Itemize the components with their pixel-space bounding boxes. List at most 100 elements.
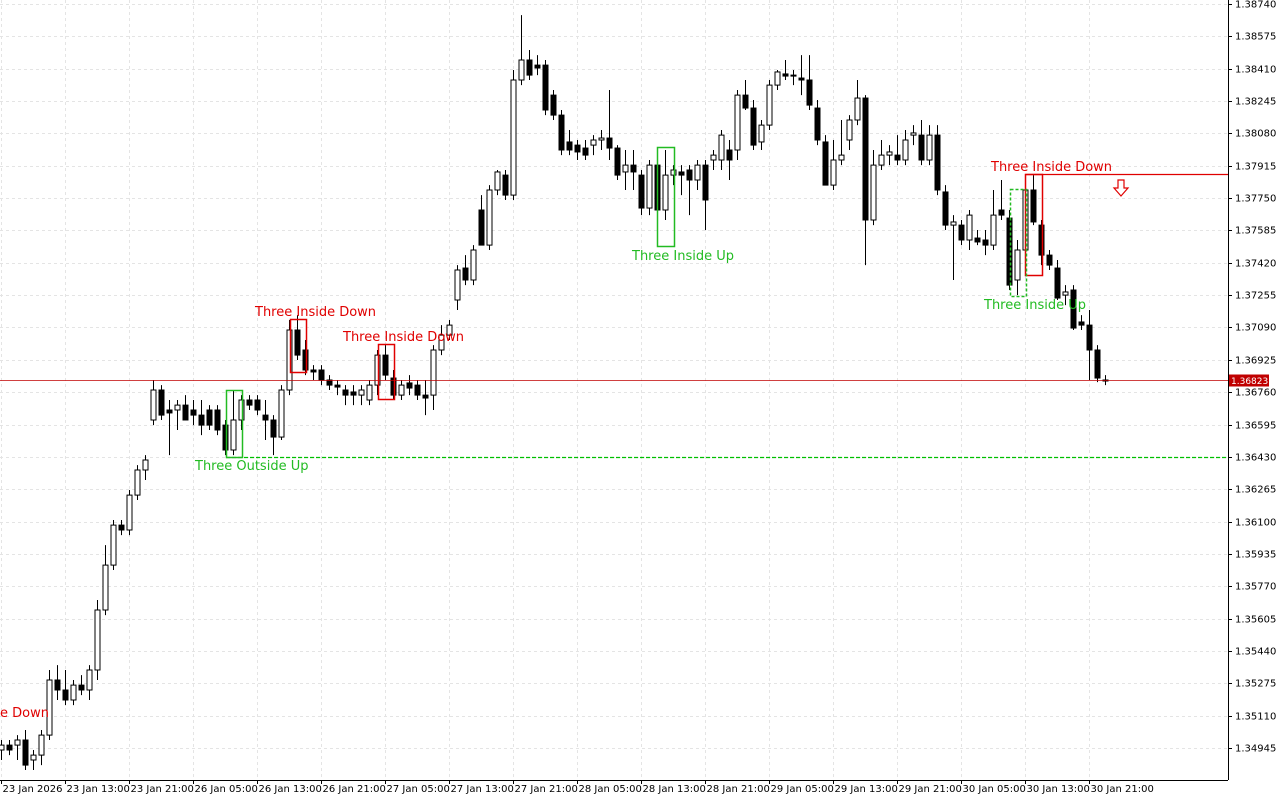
price-label: 1.36823 bbox=[1231, 377, 1268, 387]
candle-body bbox=[734, 94, 741, 151]
candle-body bbox=[462, 267, 469, 281]
y-tick-label: 1.38740 bbox=[1235, 0, 1276, 11]
candle-body bbox=[926, 134, 933, 161]
candle-body bbox=[846, 119, 853, 141]
pattern-label: Three Inside Up bbox=[631, 249, 734, 264]
candle-body bbox=[342, 389, 349, 396]
y-tick-label: 1.35110 bbox=[1235, 712, 1276, 723]
y-tick-label: 1.36925 bbox=[1235, 356, 1276, 367]
candle-body bbox=[974, 237, 981, 243]
candle-body bbox=[430, 349, 437, 396]
candle-body bbox=[870, 164, 877, 221]
x-tick-label: 29 Jan 13:00 bbox=[835, 784, 898, 795]
candle-body bbox=[998, 209, 1005, 216]
candle-body bbox=[230, 419, 237, 451]
x-tick-label: 23 Jan 2026 bbox=[3, 784, 63, 795]
candle-body bbox=[1038, 224, 1045, 256]
candle-body bbox=[78, 684, 85, 691]
candle-body bbox=[886, 151, 893, 156]
y-tick-label: 1.34945 bbox=[1235, 744, 1276, 755]
candle-body bbox=[206, 409, 213, 426]
candle-body bbox=[990, 214, 997, 246]
candle-body bbox=[598, 137, 605, 141]
candle-body bbox=[0, 744, 5, 751]
candle-body bbox=[918, 134, 925, 161]
candles bbox=[0, 15, 1109, 770]
y-tick-label: 1.38575 bbox=[1235, 32, 1276, 43]
x-tick-label: 27 Jan 13:00 bbox=[451, 784, 514, 795]
candle-body bbox=[678, 171, 685, 176]
x-tick-label: 27 Jan 21:00 bbox=[515, 784, 578, 795]
y-tick-label: 1.35440 bbox=[1235, 647, 1276, 658]
pattern-box bbox=[225, 389, 244, 459]
candle-body bbox=[862, 97, 869, 221]
y-tick-label: 1.38410 bbox=[1235, 65, 1276, 76]
y-tick-label: 1.36595 bbox=[1235, 421, 1276, 432]
candle-body bbox=[326, 379, 333, 386]
candle-body bbox=[694, 164, 701, 181]
candle-body bbox=[174, 404, 181, 411]
candle-body bbox=[710, 154, 717, 161]
candle-body bbox=[854, 97, 861, 121]
candle-body bbox=[622, 164, 629, 173]
candle-body bbox=[1078, 321, 1085, 326]
y-tick-label: 1.36760 bbox=[1235, 388, 1276, 399]
candle-body bbox=[438, 334, 445, 351]
pattern-box bbox=[289, 318, 308, 374]
candle-body bbox=[686, 169, 693, 181]
x-tick-label: 29 Jan 05:00 bbox=[771, 784, 834, 795]
candle-body bbox=[390, 377, 397, 396]
candle-body bbox=[614, 147, 621, 176]
candle-body bbox=[254, 399, 261, 411]
candle-body bbox=[126, 494, 133, 531]
candle-body bbox=[590, 139, 597, 146]
y-tick-label: 1.38080 bbox=[1235, 129, 1276, 140]
y-tick-label: 1.37585 bbox=[1235, 226, 1276, 237]
candle-body bbox=[670, 169, 677, 176]
pattern-box bbox=[1024, 173, 1044, 277]
y-tick-label: 1.35770 bbox=[1235, 582, 1276, 593]
candle-body bbox=[358, 389, 365, 396]
candle-body bbox=[294, 329, 301, 356]
candle-body bbox=[950, 221, 957, 226]
y-tick-label: 1.37255 bbox=[1235, 291, 1276, 302]
candle-body bbox=[982, 239, 989, 246]
candle-body bbox=[894, 154, 901, 161]
candle-body bbox=[102, 564, 109, 611]
candle-body bbox=[406, 382, 413, 389]
candle-body bbox=[638, 174, 645, 209]
y-tick-label: 1.37750 bbox=[1235, 194, 1276, 205]
x-tick-label: 26 Jan 21:00 bbox=[323, 784, 386, 795]
candle-body bbox=[814, 107, 821, 141]
candle-body bbox=[182, 404, 189, 421]
candle-body bbox=[190, 409, 197, 416]
candle-body bbox=[150, 389, 157, 421]
candle-body bbox=[262, 414, 269, 421]
candle-body bbox=[414, 384, 421, 396]
candle-body bbox=[910, 132, 917, 136]
candle-body bbox=[62, 689, 69, 701]
pattern-label: Three Inside Down bbox=[254, 305, 376, 320]
candle-body bbox=[422, 394, 429, 399]
y-tick-label: 1.36430 bbox=[1235, 453, 1276, 464]
x-tick-label: 30 Jan 05:00 bbox=[963, 784, 1026, 795]
candle-body bbox=[574, 144, 581, 153]
y-tick-label: 1.35605 bbox=[1235, 615, 1276, 626]
pattern-label: Three Outside Up bbox=[194, 459, 308, 474]
candle-body bbox=[966, 214, 973, 241]
candle-body bbox=[750, 107, 757, 146]
candle-body bbox=[38, 734, 45, 756]
candle-body bbox=[902, 139, 909, 161]
pattern-label: Three Inside Down bbox=[990, 160, 1112, 175]
y-tick-label: 1.38245 bbox=[1235, 97, 1276, 108]
candle-body bbox=[350, 391, 357, 396]
candle-body bbox=[30, 754, 37, 761]
candle-body bbox=[54, 679, 61, 691]
candle-body bbox=[70, 684, 77, 701]
candle-body bbox=[1094, 349, 1101, 379]
x-tick-label: 28 Jan 13:00 bbox=[643, 784, 706, 795]
candle-body bbox=[334, 384, 341, 388]
candle-body bbox=[662, 174, 669, 211]
candle-body bbox=[822, 141, 829, 186]
